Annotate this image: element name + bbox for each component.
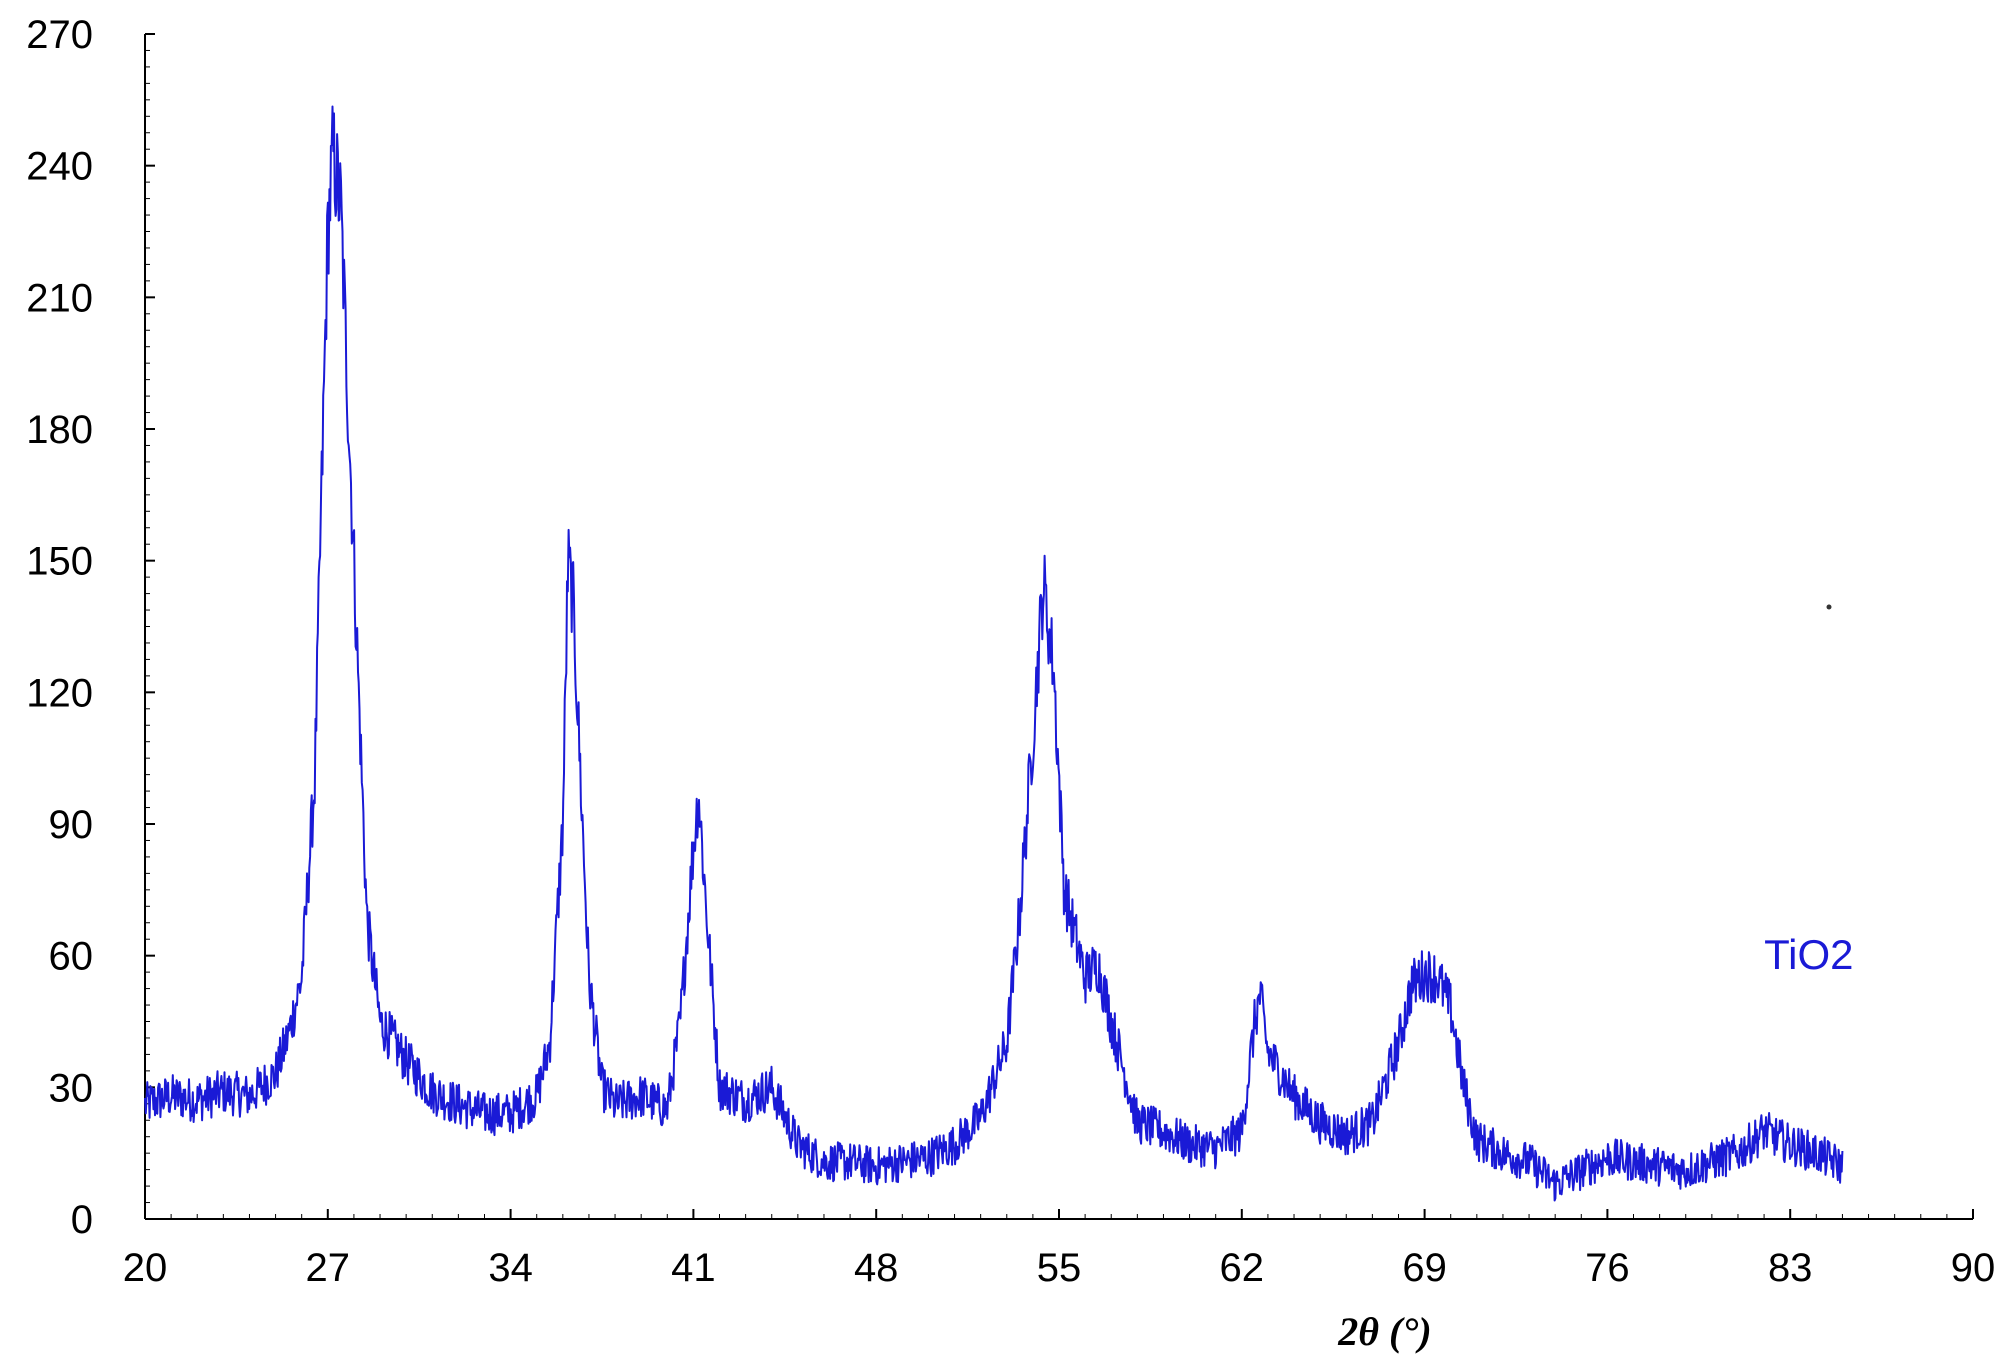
x-tick-label: 20	[123, 1246, 168, 1290]
series-line-tio2	[144, 105, 1844, 1202]
x-tick-label: 83	[1768, 1246, 1813, 1290]
y-tick-label: 90	[49, 803, 94, 847]
stray-dot	[1826, 604, 1832, 610]
x-tick-label: 27	[306, 1246, 351, 1290]
y-tick-label: 30	[49, 1066, 94, 1110]
y-tick-label: 180	[26, 408, 93, 452]
y-tick-label: 150	[26, 540, 93, 584]
x-axis-label: 2θ (°)	[1337, 1309, 1431, 1354]
x-tick-label: 41	[671, 1246, 716, 1290]
y-tick-label: 240	[26, 145, 93, 189]
y-tick-label: 210	[26, 276, 93, 320]
y-tick-label: 270	[26, 13, 93, 57]
y-axis-ticks: 0 30 60 90 120 150 180 210 240 270	[26, 13, 155, 1242]
axes	[144, 34, 1973, 1220]
x-axis-ticks: 20 27 34 41 48 55 62 69 76 83 90	[123, 1209, 1996, 1290]
y-tick-label: 0	[71, 1198, 93, 1242]
x-tick-label: 48	[854, 1246, 899, 1290]
y-tick-label: 120	[26, 671, 93, 715]
x-tick-label: 34	[488, 1246, 533, 1290]
x-tick-label: 55	[1037, 1246, 1082, 1290]
x-tick-label: 69	[1402, 1246, 1447, 1290]
x-tick-label: 76	[1585, 1246, 1630, 1290]
x-tick-label: 90	[1951, 1246, 1996, 1290]
series-label-tio2: TiO2	[1764, 931, 1853, 978]
x-tick-label: 62	[1220, 1246, 1265, 1290]
y-tick-label: 60	[49, 935, 94, 979]
